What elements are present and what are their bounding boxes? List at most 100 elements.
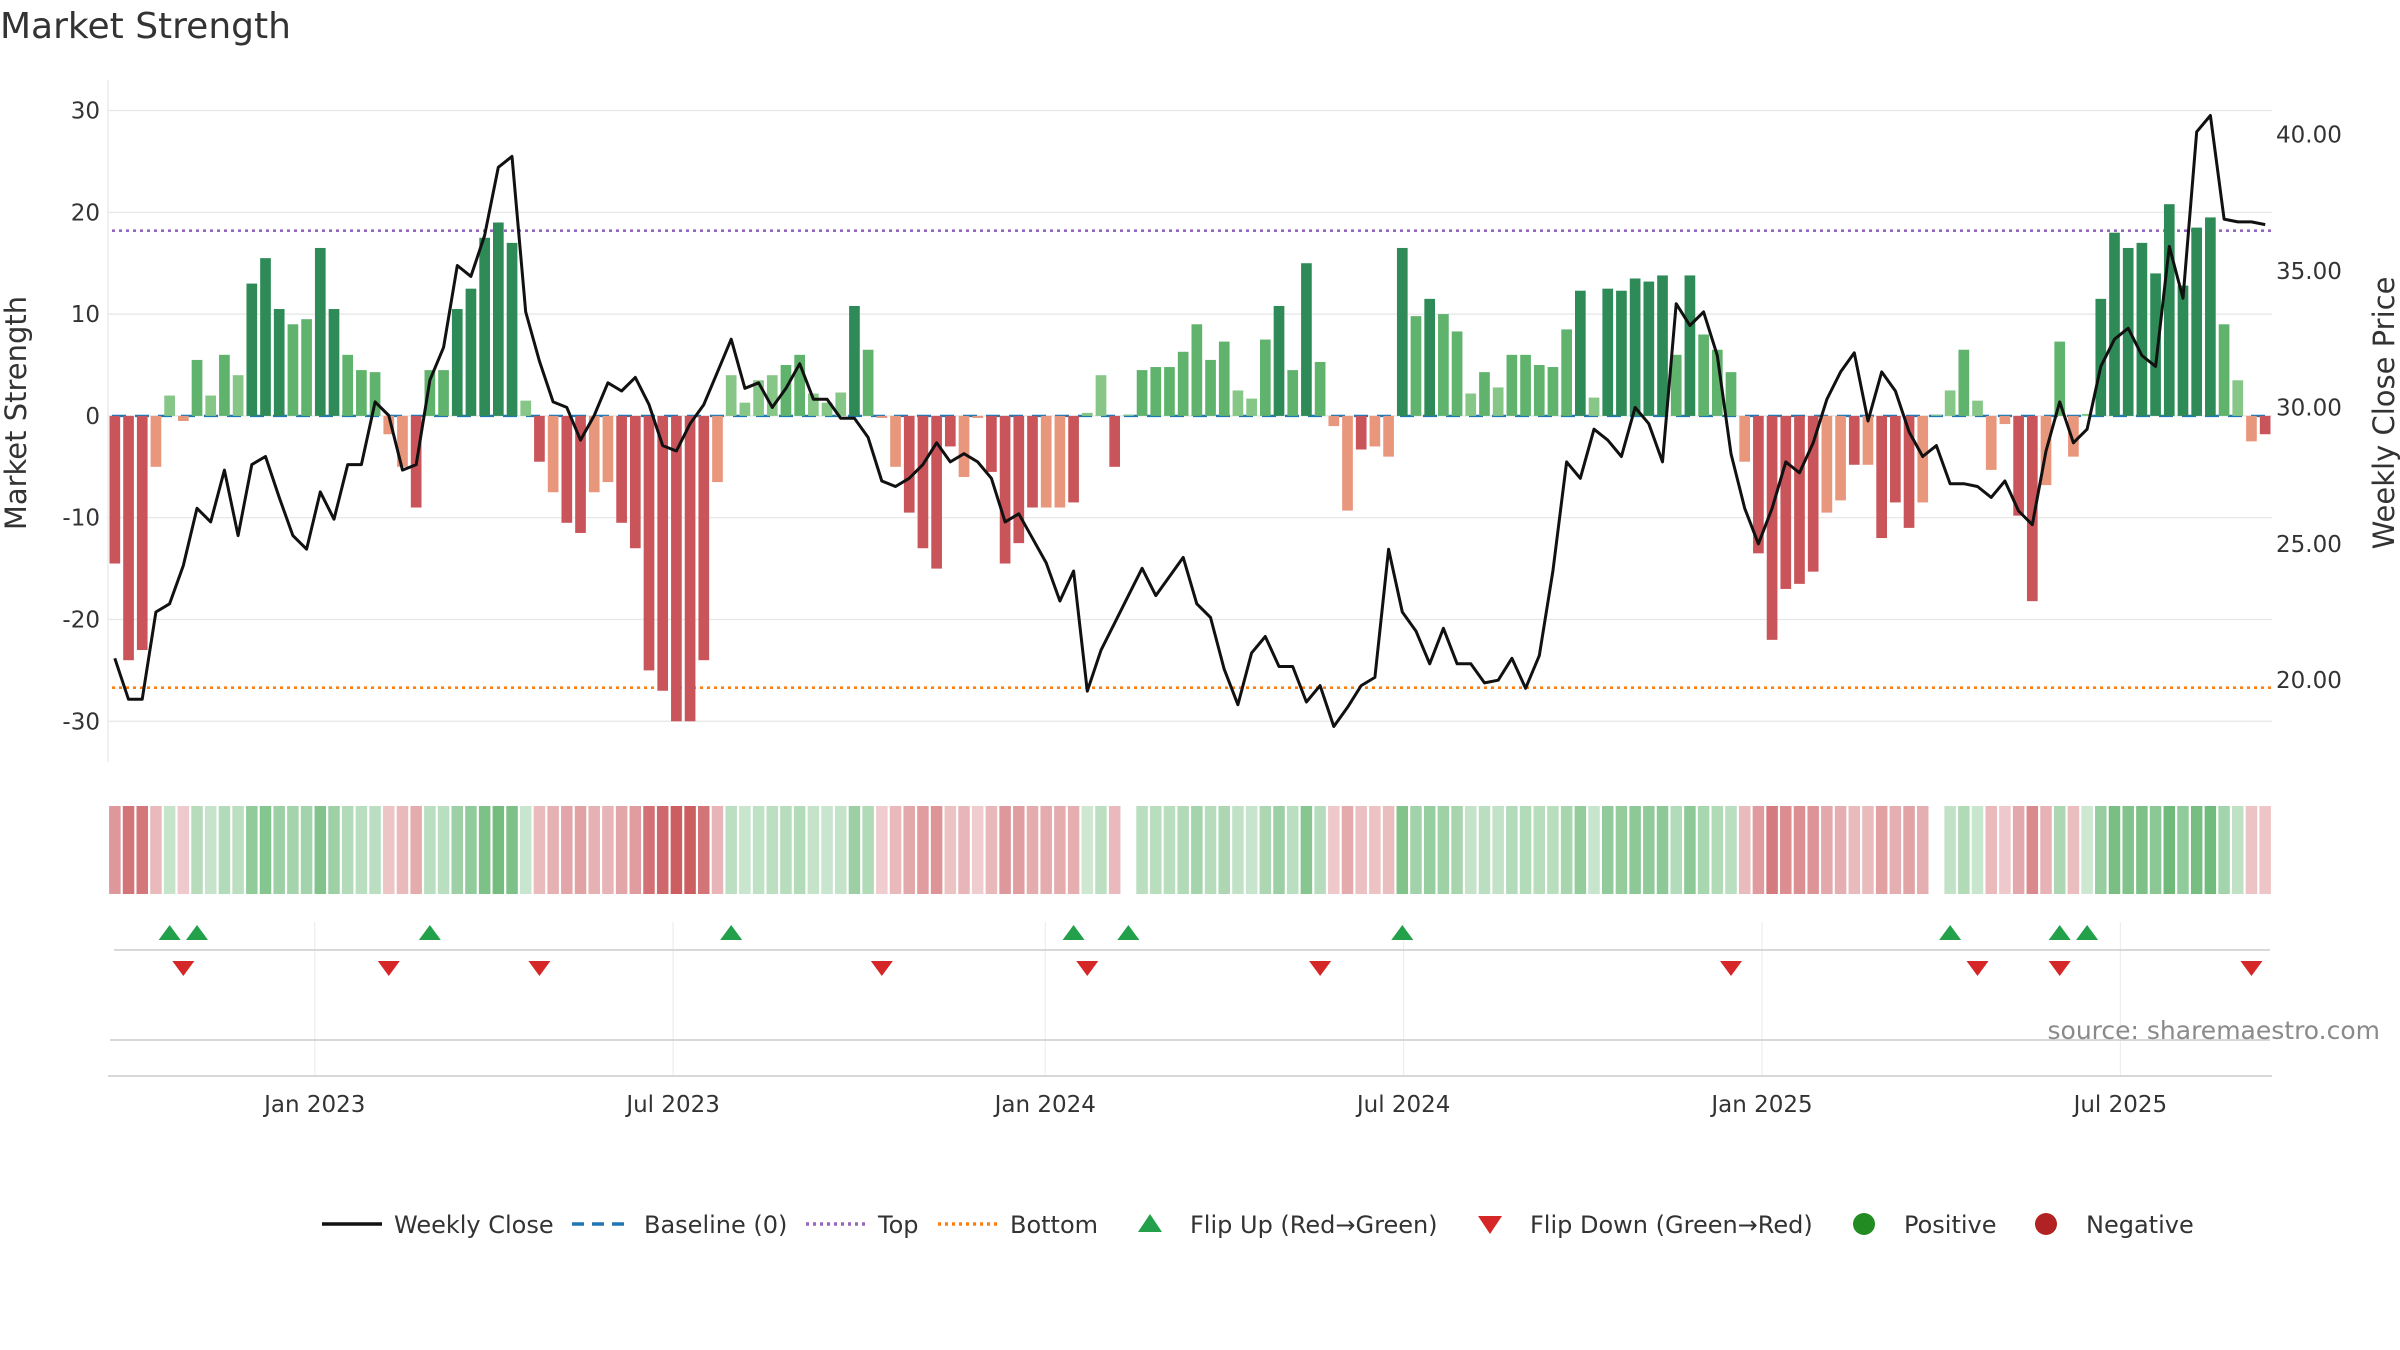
y-tick-label: -10 [62, 506, 100, 532]
flip-down-marker [377, 961, 400, 976]
heat-cell [1615, 806, 1628, 894]
heat-cell [1834, 806, 1847, 894]
strength-bar [986, 415, 997, 472]
heat-cell [1752, 806, 1765, 894]
strength-bar [260, 258, 271, 416]
strength-bar [1725, 372, 1737, 416]
y-axis-right: 40.00 35.00 30.00 25.00 20.00 [2276, 123, 2342, 695]
strength-bar [1150, 367, 1162, 416]
strength-heat-strip [109, 806, 2271, 894]
heat-cell [519, 806, 532, 894]
flip-up-marker [2048, 925, 2071, 940]
heat-cell [1396, 806, 1409, 894]
heat-cell [2040, 806, 2052, 894]
heat-cell [1506, 806, 1518, 894]
strength-bar [944, 415, 956, 447]
legend-swatch-flip-down [1478, 1216, 1502, 1234]
heat-cell [1465, 806, 1477, 894]
heat-cell [643, 806, 655, 894]
y-tick-label: 0 [85, 404, 100, 430]
strength-bar [808, 393, 819, 416]
heat-cell [1766, 806, 1778, 894]
heat-cell [369, 806, 381, 894]
flip-down-marker [2240, 961, 2263, 976]
flip-up-marker [1939, 925, 1962, 940]
strength-bar [671, 415, 682, 722]
heat-cell [1259, 806, 1272, 894]
strength-bars [109, 204, 2271, 722]
heat-cell [1163, 806, 1176, 894]
strength-bar [1136, 370, 1148, 416]
heat-cell [903, 806, 915, 894]
heat-cell [876, 806, 888, 894]
strength-bar [1602, 288, 1614, 416]
heat-cell [684, 806, 696, 894]
heat-cell [1081, 806, 1094, 894]
strength-bar [766, 375, 778, 416]
strength-bar [1191, 324, 1203, 416]
strength-bar [1287, 370, 1299, 416]
strength-bar [2013, 415, 2024, 516]
heat-cell [383, 806, 395, 894]
flip-up-marker [1117, 925, 1140, 940]
flip-up-marker [418, 925, 441, 940]
strength-bar [1383, 415, 1394, 457]
strength-bar [1931, 414, 1942, 416]
strength-bar [1246, 398, 1257, 416]
heat-cell [1314, 806, 1326, 894]
strength-bar [1629, 278, 1641, 416]
legend-swatch-flip-up [1138, 1214, 1162, 1232]
heat-cell [1944, 806, 1956, 894]
strength-bar [862, 349, 874, 416]
strength-bar [2109, 232, 2120, 416]
heat-cell [725, 806, 737, 894]
heat-cell [1341, 806, 1354, 894]
heat-cell [1958, 806, 1970, 894]
heat-cell [834, 806, 847, 894]
strength-bar [849, 305, 860, 416]
heat-cell [314, 806, 327, 894]
flip-up-marker [186, 925, 209, 940]
heat-cell [766, 806, 779, 894]
heat-cell [1711, 806, 1724, 894]
strength-bar [1547, 367, 1559, 416]
strength-bar [1301, 263, 1312, 416]
heat-cell [1903, 806, 1915, 894]
flip-up-marker [2076, 925, 2099, 940]
strength-bar [629, 415, 641, 549]
strength-bar [1821, 415, 1833, 513]
heat-cell [615, 806, 628, 894]
heat-cell [533, 806, 546, 894]
heat-cell [2245, 806, 2258, 894]
strength-bar [534, 415, 545, 462]
strength-bar [177, 415, 189, 421]
flip-up-marker [158, 925, 181, 940]
strength-bar [2232, 380, 2244, 416]
strength-bar [164, 395, 175, 416]
strength-bar [1451, 331, 1463, 416]
heat-cell [547, 806, 559, 894]
heat-cell [2149, 806, 2162, 894]
source-note: source: sharemaestro.com [2048, 1016, 2381, 1045]
heat-cell [999, 806, 1011, 894]
x-tick-label: Jul 2025 [2072, 1092, 2168, 1118]
strength-bar [1054, 415, 1066, 508]
strength-bar [1575, 290, 1586, 416]
y2-tick-label: 20.00 [2276, 668, 2342, 694]
strength-bar [575, 415, 586, 533]
legend-label-top: Top [877, 1211, 919, 1239]
y-tick-label: -20 [62, 607, 100, 633]
heat-cell [424, 806, 436, 894]
strength-bar [1123, 414, 1134, 416]
heat-cell [2108, 806, 2121, 894]
heat-cell [150, 806, 162, 894]
legend-swatch-positive [1853, 1213, 1875, 1235]
heat-cell [122, 806, 135, 894]
strength-bar [1739, 415, 1751, 462]
y-tick-label: 10 [71, 302, 100, 328]
heat-cell [1478, 806, 1491, 894]
strength-bar [835, 392, 847, 416]
strength-bar [1479, 372, 1490, 416]
strength-bar [1218, 341, 1230, 416]
heat-cell [163, 806, 176, 894]
